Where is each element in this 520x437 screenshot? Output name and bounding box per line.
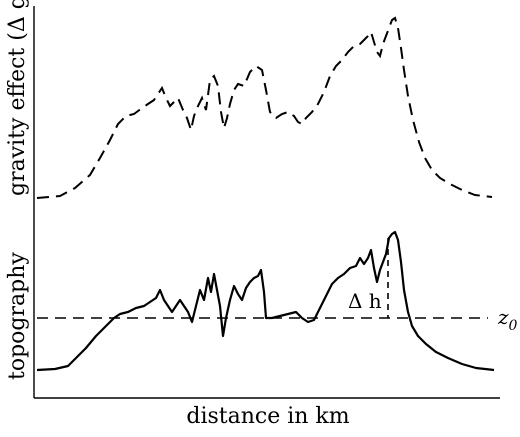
y-label-gravity: gravity effect (Δ g): [5, 0, 30, 196]
z0-label: z0: [497, 305, 518, 334]
x-label: distance in km: [186, 404, 349, 429]
delta-h-label: Δ h: [348, 289, 382, 313]
topography-curve: [36, 230, 495, 372]
z0-label-main: z: [497, 305, 509, 329]
y-label-topography: topography: [5, 252, 30, 380]
z0-label-subscript: 0: [509, 318, 518, 334]
gravity-curve: [36, 16, 493, 199]
